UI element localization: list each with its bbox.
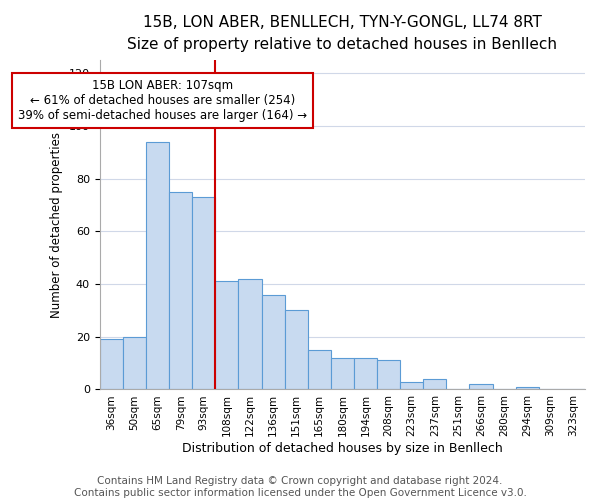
Bar	[423, 379, 446, 390]
Bar	[354, 358, 377, 390]
Bar	[238, 279, 262, 390]
Bar	[377, 360, 400, 390]
Text: 15B LON ABER: 107sqm
← 61% of detached houses are smaller (254)
39% of semi-deta: 15B LON ABER: 107sqm ← 61% of detached h…	[17, 78, 307, 122]
Bar	[169, 192, 192, 390]
Text: Contains HM Land Registry data © Crown copyright and database right 2024.
Contai: Contains HM Land Registry data © Crown c…	[74, 476, 526, 498]
X-axis label: Distribution of detached houses by size in Benllech: Distribution of detached houses by size …	[182, 442, 503, 455]
Bar	[308, 350, 331, 390]
Bar	[331, 358, 354, 390]
Y-axis label: Number of detached properties: Number of detached properties	[50, 132, 64, 318]
Bar	[262, 294, 284, 390]
Bar	[515, 387, 539, 390]
Bar	[215, 282, 238, 390]
Bar	[123, 337, 146, 390]
Bar	[100, 340, 123, 390]
Bar	[400, 382, 423, 390]
Bar	[469, 384, 493, 390]
Bar	[284, 310, 308, 390]
Bar	[192, 197, 215, 390]
Title: 15B, LON ABER, BENLLECH, TYN-Y-GONGL, LL74 8RT
Size of property relative to deta: 15B, LON ABER, BENLLECH, TYN-Y-GONGL, LL…	[127, 15, 557, 52]
Bar	[146, 142, 169, 390]
